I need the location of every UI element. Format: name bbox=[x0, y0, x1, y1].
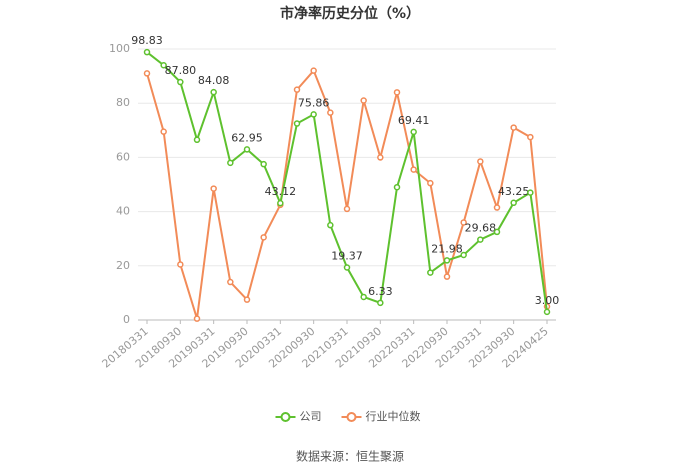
legend-label: 行业中位数 bbox=[366, 409, 421, 423]
legend-label: 公司 bbox=[300, 410, 322, 423]
point bbox=[143, 48, 151, 56]
y-tick-label: 20 bbox=[116, 259, 130, 272]
point bbox=[243, 296, 251, 303]
y-tick-label: 80 bbox=[116, 96, 130, 109]
point bbox=[210, 185, 217, 192]
y-tick-label: 100 bbox=[109, 42, 130, 55]
data-label: 21.98 bbox=[431, 242, 463, 255]
point bbox=[160, 128, 167, 135]
point bbox=[227, 159, 234, 167]
point bbox=[460, 251, 467, 259]
point bbox=[343, 264, 351, 271]
point bbox=[343, 205, 351, 213]
point bbox=[277, 199, 284, 207]
point bbox=[260, 234, 267, 241]
data-label: 62.95 bbox=[231, 131, 263, 144]
point bbox=[327, 221, 334, 229]
point bbox=[393, 183, 401, 191]
legend-marker bbox=[280, 412, 291, 422]
data-label: 19.37 bbox=[331, 250, 363, 263]
point bbox=[393, 89, 401, 96]
point bbox=[360, 97, 367, 104]
point bbox=[510, 124, 517, 131]
point bbox=[193, 315, 201, 322]
chart-title: 市净率历史分位（%） bbox=[280, 5, 420, 22]
point bbox=[427, 269, 434, 276]
point bbox=[493, 204, 501, 211]
point bbox=[143, 70, 151, 77]
point bbox=[410, 128, 417, 136]
point bbox=[527, 189, 534, 196]
data-label: 43.12 bbox=[265, 185, 297, 198]
point bbox=[477, 158, 484, 165]
point bbox=[160, 62, 167, 69]
data-label: 3.00 bbox=[535, 294, 560, 307]
data-label: 87.80 bbox=[165, 64, 197, 77]
point bbox=[460, 219, 467, 226]
source: 数据来源：恒生聚源 bbox=[296, 449, 404, 464]
point bbox=[227, 278, 234, 286]
series-line bbox=[146, 68, 548, 319]
point bbox=[377, 299, 384, 307]
point bbox=[477, 236, 484, 243]
point bbox=[310, 67, 317, 74]
point bbox=[443, 273, 451, 280]
point bbox=[177, 261, 184, 268]
data-label: 43.25 bbox=[498, 185, 530, 198]
point bbox=[543, 308, 551, 316]
legend-marker bbox=[346, 412, 357, 422]
data-label: 29.68 bbox=[465, 222, 497, 235]
point bbox=[410, 166, 417, 173]
point bbox=[443, 257, 451, 264]
point bbox=[293, 86, 301, 93]
point bbox=[327, 109, 334, 116]
y-tick-label: 0 bbox=[123, 313, 130, 326]
point bbox=[293, 120, 301, 127]
point bbox=[310, 111, 317, 118]
point bbox=[510, 199, 517, 207]
point bbox=[177, 78, 184, 86]
point bbox=[260, 160, 267, 168]
point bbox=[243, 146, 251, 153]
data-label: 75.86 bbox=[298, 96, 330, 109]
data-label: 98.83 bbox=[131, 34, 163, 47]
point bbox=[427, 179, 434, 187]
data-label: 6.33 bbox=[368, 285, 393, 298]
point bbox=[210, 88, 217, 96]
point bbox=[527, 133, 534, 141]
point bbox=[360, 293, 367, 301]
point bbox=[193, 136, 201, 144]
point bbox=[493, 228, 501, 236]
data-label: 84.08 bbox=[198, 74, 230, 87]
data-label: 69.41 bbox=[398, 114, 430, 127]
y-tick-label: 60 bbox=[116, 150, 130, 163]
y-tick-label: 40 bbox=[116, 205, 130, 218]
point bbox=[377, 154, 384, 161]
